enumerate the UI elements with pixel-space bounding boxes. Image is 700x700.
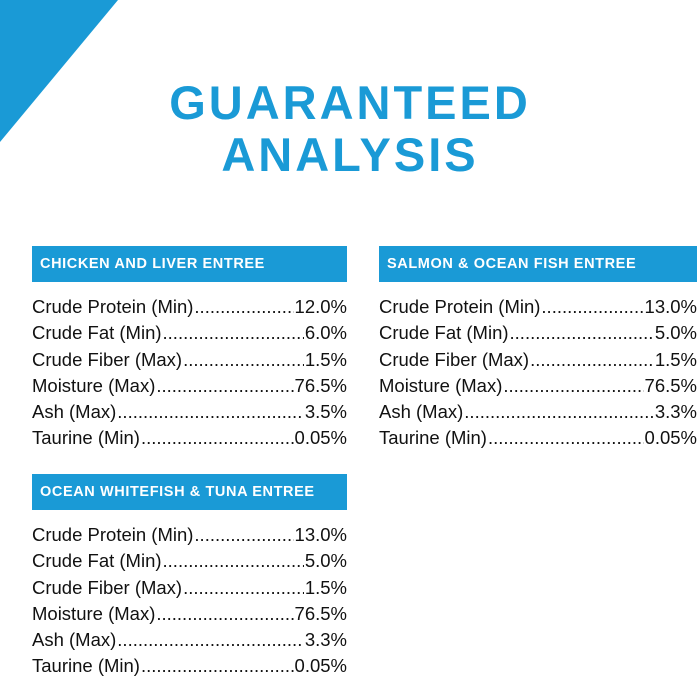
nutrient-value: 0.05% — [644, 427, 697, 449]
dot-leader — [163, 320, 304, 346]
panel-salmon-and-ocean-fish: SALMON & OCEAN FISH ENTREE Crude Protein… — [379, 246, 697, 452]
analysis-row: Crude Fiber (Max) 1.5% — [32, 347, 347, 373]
nutrient-label: Crude Protein (Min) — [379, 296, 541, 317]
nutrient-value: 6.0% — [304, 322, 347, 344]
dot-leader — [117, 627, 304, 653]
analysis-row: Crude Fat (Min) 6.0% — [32, 320, 347, 346]
nutrient-value: 1.5% — [304, 348, 347, 370]
dot-leader — [117, 399, 304, 425]
nutrient-value: 12.0% — [294, 296, 347, 317]
nutrient-label: Crude Fiber (Max) — [379, 348, 530, 370]
analysis-row: Ash (Max) 3.5% — [32, 399, 347, 425]
dot-leader — [183, 347, 304, 373]
analysis-row: Ash (Max) 3.3% — [379, 399, 697, 425]
analysis-row: Taurine (Min) 0.05% — [379, 425, 697, 451]
dot-leader — [510, 320, 654, 346]
panel-header: OCEAN WHITEFISH & TUNA ENTREE — [32, 474, 347, 510]
nutrient-label: Moisture (Max) — [32, 374, 156, 396]
dot-leader — [464, 399, 654, 425]
panel-header: SALMON & OCEAN FISH ENTREE — [379, 246, 697, 282]
analysis-list: Crude Protein (Min) 13.0% Crude Fat (Min) 5… — [32, 522, 347, 680]
dot-leader — [141, 653, 294, 679]
analysis-row: Moisture (Max) 76.5% — [379, 373, 697, 399]
nutrient-value: 3.3% — [654, 401, 697, 423]
nutrient-label: Ash (Max) — [32, 401, 117, 423]
panel-chicken-and-liver: CHICKEN AND LIVER ENTREE Crude Protein (… — [32, 246, 347, 452]
analysis-row: Crude Fat (Min) 5.0% — [379, 320, 697, 346]
dot-leader — [163, 548, 304, 574]
analysis-row: Crude Fat (Min) 5.0% — [32, 548, 347, 574]
nutrient-value: 1.5% — [304, 576, 347, 598]
nutrient-label: Ash (Max) — [32, 629, 117, 651]
nutrient-value: 3.5% — [304, 401, 347, 423]
nutrient-value: 5.0% — [654, 322, 697, 344]
nutrient-label: Crude Fat (Min) — [32, 322, 162, 344]
nutrient-label: Ash (Max) — [379, 401, 464, 423]
nutrient-label: Crude Fiber (Max) — [32, 576, 183, 598]
nutrient-value: 76.5% — [294, 602, 347, 624]
analysis-row: Moisture (Max) 76.5% — [32, 373, 347, 399]
nutrient-label: Taurine (Min) — [379, 427, 487, 449]
analysis-row: Crude Fiber (Max) 1.5% — [379, 347, 697, 373]
nutrient-value: 1.5% — [654, 348, 697, 370]
panel-header: CHICKEN AND LIVER ENTREE — [32, 246, 347, 282]
dot-leader — [541, 294, 643, 320]
dot-leader — [530, 347, 654, 373]
nutrient-label: Moisture (Max) — [32, 602, 156, 624]
analysis-row: Crude Protein (Min) 13.0% — [379, 294, 697, 320]
nutrient-value: 13.0% — [644, 296, 697, 317]
analysis-list: Crude Protein (Min) 12.0% Crude Fat (Min) 6… — [32, 294, 347, 452]
analysis-row: Crude Fiber (Max) 1.5% — [32, 575, 347, 601]
corner-triangle-decoration — [0, 0, 118, 142]
nutrient-value: 5.0% — [304, 550, 347, 572]
nutrient-label: Crude Fat (Min) — [32, 550, 162, 572]
analysis-row: Taurine (Min) 0.05% — [32, 653, 347, 679]
dot-leader — [183, 575, 304, 601]
analysis-row: Moisture (Max) 76.5% — [32, 601, 347, 627]
nutrient-label: Taurine (Min) — [32, 427, 140, 449]
analysis-row: Ash (Max) 3.3% — [32, 627, 347, 653]
dot-leader — [156, 373, 293, 399]
dot-leader — [156, 601, 293, 627]
dot-leader — [194, 522, 293, 548]
nutrient-value: 13.0% — [294, 524, 347, 545]
nutrient-value: 0.05% — [294, 427, 347, 449]
nutrient-value: 3.3% — [304, 629, 347, 651]
nutrient-label: Taurine (Min) — [32, 655, 140, 677]
title-line-1: GUARANTEED — [169, 76, 531, 129]
page-title: GUARANTEED ANALYSIS — [0, 77, 700, 181]
analysis-row: Taurine (Min) 0.05% — [32, 425, 347, 451]
nutrient-label: Crude Fiber (Max) — [32, 348, 183, 370]
panel-ocean-whitefish-and-tuna: OCEAN WHITEFISH & TUNA ENTREE Crude Prot… — [32, 474, 347, 680]
dot-leader — [488, 425, 644, 451]
nutrient-label: Moisture (Max) — [379, 374, 503, 396]
nutrient-label: Crude Protein (Min) — [32, 296, 194, 317]
nutrient-value: 0.05% — [294, 655, 347, 677]
nutrient-label: Crude Protein (Min) — [32, 524, 194, 545]
dot-leader — [194, 294, 293, 320]
analysis-list: Crude Protein (Min) 13.0% Crude Fat (Min) 5… — [379, 294, 697, 452]
nutrient-value: 76.5% — [294, 374, 347, 396]
analysis-row: Crude Protein (Min) 13.0% — [32, 522, 347, 548]
nutrient-label: Crude Fat (Min) — [379, 322, 509, 344]
nutrient-value: 76.5% — [644, 374, 697, 396]
title-line-2: ANALYSIS — [221, 128, 479, 181]
dot-leader — [503, 373, 643, 399]
analysis-row: Crude Protein (Min) 12.0% — [32, 294, 347, 320]
dot-leader — [141, 425, 294, 451]
